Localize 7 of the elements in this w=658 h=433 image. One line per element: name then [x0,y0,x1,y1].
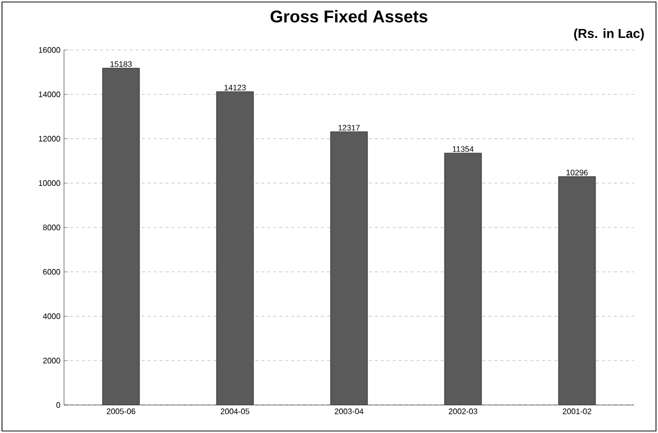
bar [102,68,140,405]
chart-title: Gross Fixed Assets [270,10,428,22]
bar [330,132,368,405]
bar [444,153,482,405]
bar [558,176,596,405]
bar [216,92,254,405]
chart-subtitle: (Rs. in Lac) [574,28,644,41]
